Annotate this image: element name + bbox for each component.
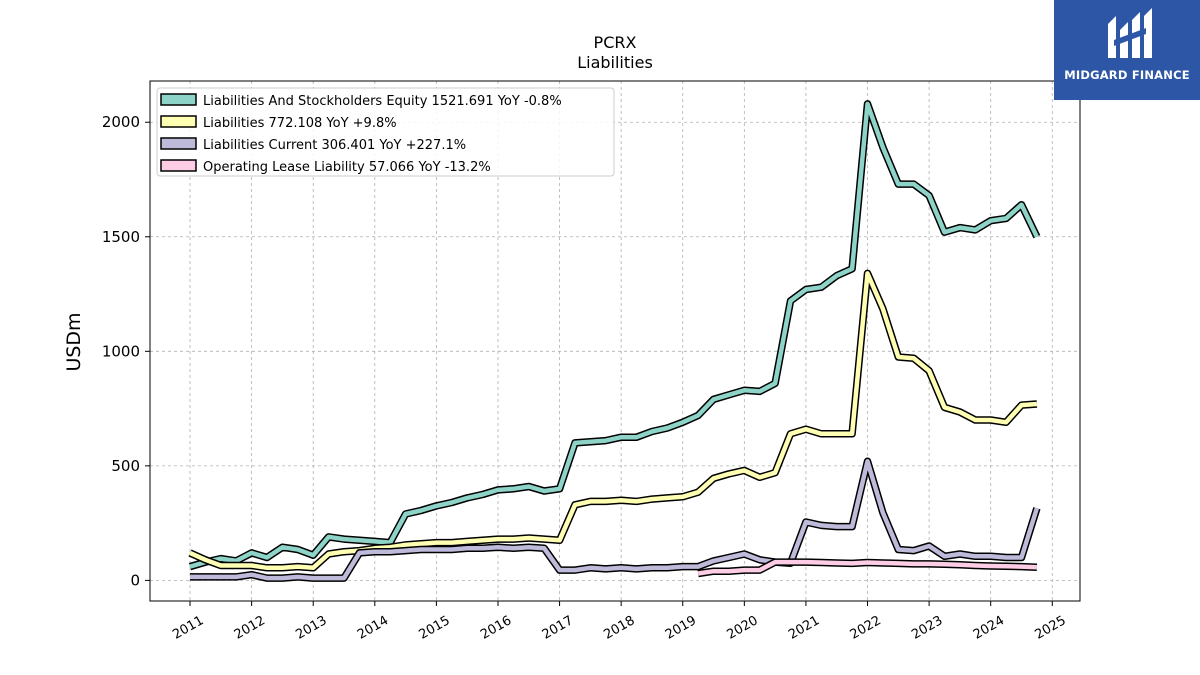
x-tick-label: 2018 (601, 613, 637, 643)
series-line-operating-lease-liability (697, 559, 1038, 576)
legend-label-liabilities: Liabilities 772.108 YoY +9.8% (203, 116, 397, 131)
legend-swatch-operating-lease-liability (160, 159, 197, 172)
x-tick-label: 2013 (293, 613, 329, 643)
x-tick-label: 2025 (1032, 613, 1068, 643)
x-tick-label: 2014 (355, 613, 391, 643)
legend-label-liabilities-current: Liabilities Current 306.401 YoY +227.1% (203, 138, 466, 153)
x-tick-label: 2022 (848, 613, 884, 643)
y-tick-label: 2000 (102, 113, 140, 131)
x-tick-label: 2016 (478, 613, 514, 643)
series-lines (188, 100, 1041, 582)
legend-swatch-liabilities-and-stockholders-equity (160, 93, 197, 106)
x-tick-label: 2020 (725, 613, 761, 643)
x-tick-label: 2019 (663, 613, 699, 643)
midgard-finance-logo: MIDGARD FINANCE (1054, 0, 1200, 100)
logo-mark-icon (1108, 8, 1152, 58)
x-tick-label: 2021 (786, 613, 822, 643)
series-line-liabilities-and-stockholders-equity (189, 101, 1039, 569)
series-line-liabilities-current (190, 459, 1040, 581)
y-tick-label: 1500 (102, 228, 140, 246)
series-outline-liabilities (188, 269, 1038, 572)
legend-swatch-liabilities (160, 115, 197, 128)
x-tick-label: 2011 (170, 613, 206, 643)
legend-label-liabilities-and-stockholders-equity: Liabilities And Stockholders Equity 1521… (203, 94, 562, 109)
chart-subtitle: Liabilities (577, 53, 653, 72)
x-tick-label: 2024 (971, 613, 1007, 643)
x-tick-label: 2023 (909, 613, 945, 643)
y-tick-label: 500 (111, 457, 140, 475)
x-tick-label: 2012 (232, 613, 268, 643)
y-axis-label: USDm (63, 312, 85, 371)
legend-swatch-liabilities-current (160, 137, 197, 150)
legend-box (156, 87, 615, 177)
legend: Liabilities And Stockholders Equity 1521… (156, 87, 615, 177)
chart-title: PCRX (594, 33, 637, 52)
y-tick-label: 1000 (102, 342, 140, 360)
plot-frame (149, 80, 1081, 602)
x-tick-label: 2015 (417, 613, 453, 643)
y-tick-label: 0 (130, 571, 140, 589)
legend-label-operating-lease-liability: Operating Lease Liability 57.066 YoY -13… (203, 160, 491, 175)
x-tick-label: 2017 (540, 613, 576, 643)
series-line-liabilities (189, 271, 1038, 571)
brand-name: MIDGARD FINANCE (1064, 68, 1190, 82)
